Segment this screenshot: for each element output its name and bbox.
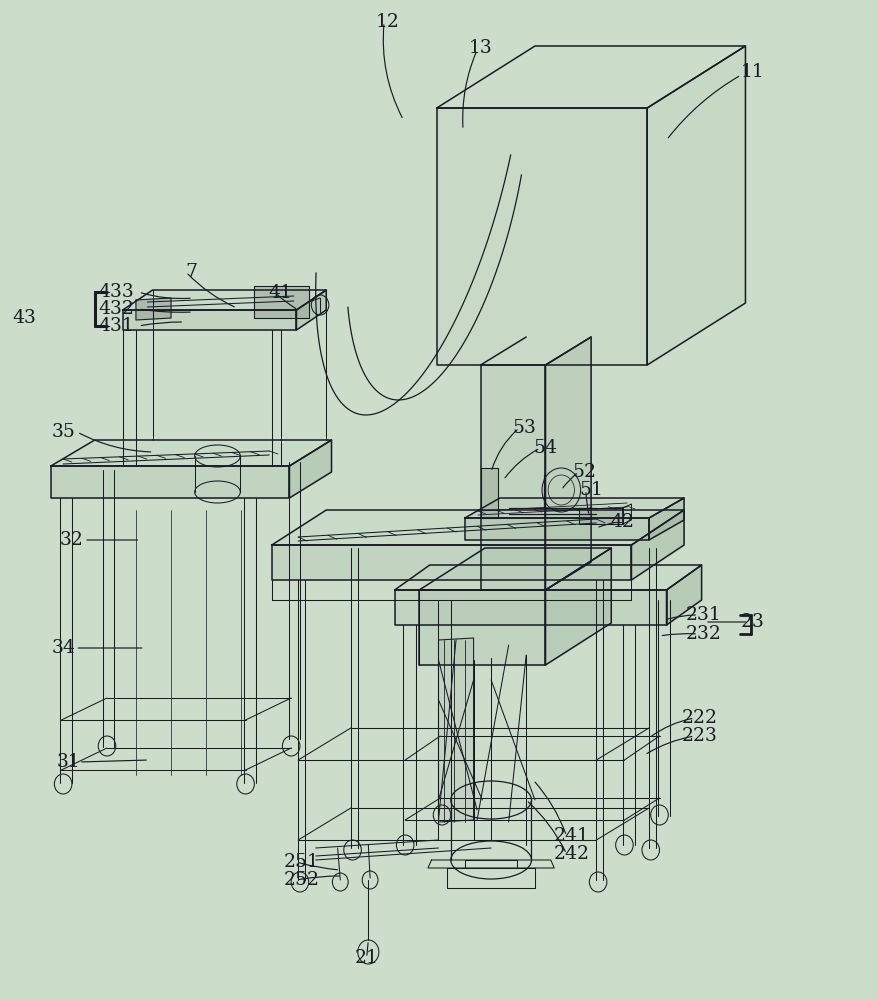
Polygon shape [649,498,684,540]
Polygon shape [667,565,702,625]
Polygon shape [437,46,745,108]
Polygon shape [545,337,591,590]
Text: 242: 242 [553,845,590,863]
Polygon shape [296,290,326,330]
Polygon shape [395,565,702,590]
Polygon shape [419,548,611,590]
Text: 34: 34 [51,639,75,657]
Text: 431: 431 [99,317,134,335]
Polygon shape [123,290,326,310]
Polygon shape [481,468,498,518]
Text: 35: 35 [51,423,75,441]
Text: 53: 53 [512,419,537,437]
Text: 7: 7 [185,263,197,281]
Polygon shape [481,365,545,590]
Text: 432: 432 [99,300,134,318]
Text: 23: 23 [740,613,765,631]
Text: 231: 231 [686,606,721,624]
Polygon shape [289,440,332,498]
Text: 31: 31 [56,753,81,771]
Polygon shape [51,440,332,466]
Polygon shape [465,498,684,518]
Text: 241: 241 [554,827,589,845]
Text: 223: 223 [682,727,717,745]
Text: 32: 32 [60,531,84,549]
Text: 222: 222 [681,709,718,727]
Text: 11: 11 [740,63,765,81]
Polygon shape [272,510,684,545]
Polygon shape [579,508,623,524]
Polygon shape [465,518,649,540]
Polygon shape [419,590,545,665]
Polygon shape [545,548,611,665]
Text: 252: 252 [283,871,320,889]
Text: 41: 41 [268,284,293,302]
Polygon shape [254,286,309,318]
Text: 13: 13 [468,39,493,57]
Polygon shape [272,545,631,580]
Text: 232: 232 [686,625,721,643]
Polygon shape [631,510,684,580]
Text: 43: 43 [12,309,37,327]
Polygon shape [438,638,474,822]
Text: 12: 12 [375,13,400,31]
Text: 51: 51 [579,481,603,499]
Text: 21: 21 [354,949,379,967]
Text: 251: 251 [284,853,319,871]
Polygon shape [51,466,289,498]
Polygon shape [647,46,745,365]
Polygon shape [395,590,667,625]
Text: 54: 54 [533,439,558,457]
Polygon shape [123,310,296,330]
Polygon shape [136,298,171,320]
Text: 433: 433 [99,283,134,301]
Polygon shape [437,108,647,365]
Text: 42: 42 [610,513,635,531]
Text: 52: 52 [572,463,596,481]
